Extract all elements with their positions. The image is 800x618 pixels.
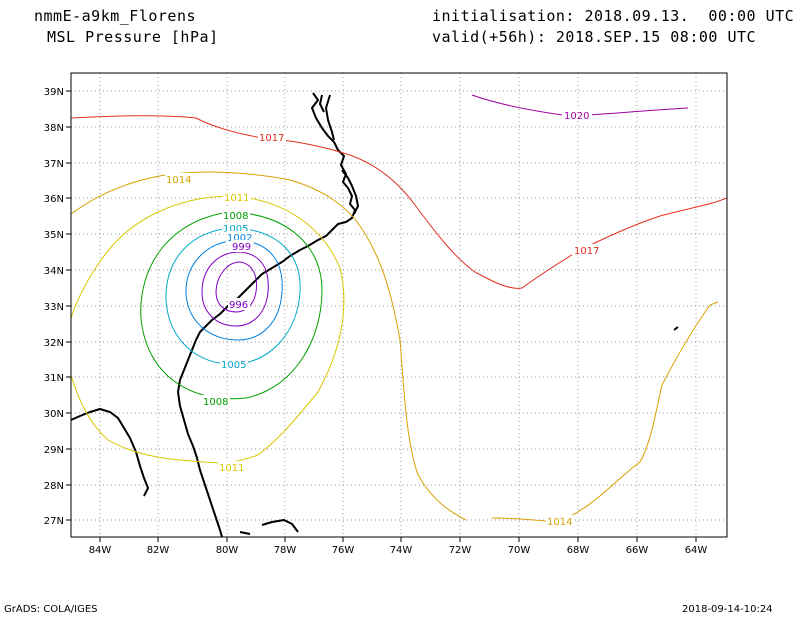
lat-label-36n: 36N [44, 194, 64, 205]
coastline-east [177, 92, 356, 537]
coastline-outer-banks [341, 169, 359, 215]
lon-label-68w: 68W [567, 545, 590, 556]
isobar-1014-north [71, 171, 361, 227]
isobar-999 [201, 251, 269, 327]
lon-label-66w: 66W [626, 545, 649, 556]
field-title: MSL Pressure [hPa] [47, 28, 219, 46]
init-time: initialisation: 2018.09.13. 00:00 UTC [432, 7, 795, 25]
lon-label-70w: 70W [508, 545, 531, 556]
lat-label-37n: 37N [44, 159, 64, 170]
lon-label-76w: 76W [332, 545, 355, 556]
label-1008-north: 1008 [223, 211, 248, 222]
model-title: nmmE-a9km_Florens [34, 7, 197, 25]
grid [71, 73, 727, 537]
valid-time: valid(+56h): 2018.SEP.15 08:00 UTC [432, 28, 757, 46]
lon-label-64w: 64W [685, 545, 708, 556]
footer-timestamp: 2018-09-14-10:24 [682, 604, 773, 615]
coastline-chesapeake [319, 94, 335, 141]
lon-labels: 84W 82W 80W 78W 76W 74W 72W 70W 68W 66W … [89, 545, 708, 556]
isobar-996 [215, 261, 257, 313]
label-1005-south: 1005 [221, 360, 246, 371]
label-1005-north: 1005 [223, 224, 248, 235]
lat-label-31n: 31N [44, 373, 64, 384]
label-1011-north: 1011 [224, 193, 249, 204]
isobar-1017-east [339, 151, 727, 289]
label-1011-south: 1011 [219, 463, 244, 474]
lon-label-78w: 78W [274, 545, 297, 556]
lat-label-32n: 32N [44, 338, 64, 349]
isobar-1008 [140, 211, 323, 400]
label-1017-east: 1017 [574, 246, 599, 257]
label-1017-north: 1017 [259, 133, 284, 144]
label-999: 999 [232, 242, 251, 253]
tick-marks [66, 90, 697, 542]
lon-label-72w: 72W [449, 545, 472, 556]
lat-label-30n: 30N [44, 409, 64, 420]
label-1002: 1002 [227, 233, 252, 244]
footer-credit: GrADS: COLA/IGES [4, 604, 98, 615]
lon-label-84w: 84W [89, 545, 112, 556]
coastline-gulf [71, 408, 149, 497]
lat-label-38n: 38N [44, 123, 64, 134]
isobars [71, 94, 727, 523]
lat-label-39n: 39N [44, 87, 64, 98]
label-1020: 1020 [564, 111, 589, 122]
lat-label-34n: 34N [44, 266, 64, 277]
label-1008-south: 1008 [203, 397, 228, 408]
label-1014-north: 1014 [166, 175, 191, 186]
isobar-labels: 1020 1017 1017 1014 1014 1011 1011 1008 … [165, 109, 600, 528]
lon-label-82w: 82W [147, 545, 170, 556]
isobar-1011 [71, 195, 345, 464]
coastline [71, 92, 679, 537]
isobar-1017-north [71, 115, 341, 153]
label-996: 996 [229, 300, 248, 311]
lon-label-80w: 80W [216, 545, 239, 556]
lat-label-28n: 28N [44, 481, 64, 492]
bermuda [673, 326, 679, 331]
lat-label-27n: 27N [44, 516, 64, 527]
isobar-1002 [185, 239, 283, 341]
lat-label-29n: 29N [44, 445, 64, 456]
lat-label-35n: 35N [44, 230, 64, 241]
label-1014-south: 1014 [547, 517, 572, 528]
map-frame [70, 72, 728, 538]
lon-label-74w: 74W [390, 545, 413, 556]
coastline-keys [239, 519, 299, 535]
lat-labels: 39N 38N 37N 36N 35N 34N 33N 32N 31N 30N … [44, 87, 64, 527]
lat-label-33n: 33N [44, 302, 64, 313]
